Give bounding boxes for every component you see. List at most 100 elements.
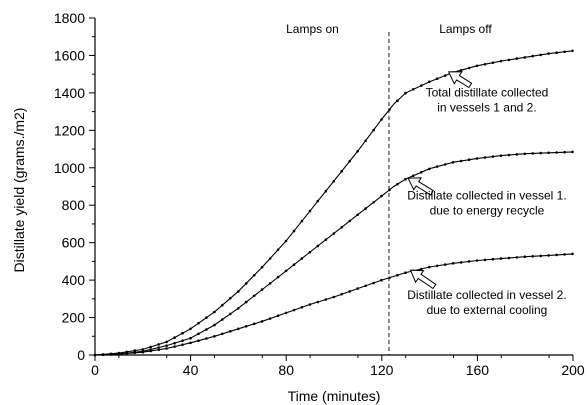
series-point: [404, 271, 407, 275]
series-point: [213, 323, 216, 327]
series-point: [332, 179, 336, 183]
series-point: [531, 254, 534, 258]
series-point: [268, 282, 272, 285]
series-point: [420, 267, 423, 271]
series-point: [157, 343, 160, 346]
series-point: [404, 91, 407, 95]
series-point: [348, 159, 352, 163]
annotation-text: Total distillate collected: [426, 86, 549, 100]
series-point: [268, 257, 272, 260]
series-point: [459, 261, 463, 264]
series-point: [396, 99, 399, 102]
annotation-text: in vessels 1 and 2.: [437, 101, 536, 115]
annotation-arrow: [409, 269, 437, 290]
series-point: [229, 312, 232, 316]
annotation-text: Distillate collected in vessel 1.: [407, 189, 566, 203]
annotation-text: due to external cooling: [427, 303, 548, 317]
x-tick-label: 160: [466, 362, 490, 378]
series-point: [412, 88, 415, 91]
series-point: [229, 297, 232, 300]
series-point: [244, 325, 248, 328]
series-point: [276, 314, 280, 318]
series-point: [189, 336, 192, 340]
series-point: [475, 64, 479, 68]
series-point: [539, 53, 542, 57]
series-point: [348, 290, 352, 293]
series-point: [93, 353, 97, 357]
series-point: [276, 248, 280, 251]
series-point: [189, 327, 192, 331]
series-point: [404, 177, 407, 181]
series-point: [443, 263, 447, 266]
lamp-switch-marker: Lamps on Lamps off: [286, 22, 492, 355]
series-point: [459, 68, 463, 72]
series-point: [324, 298, 328, 301]
series-point: [237, 307, 240, 310]
series-point: [499, 257, 503, 260]
series-point: [141, 350, 145, 354]
series-point: [428, 265, 431, 269]
y-tick-label: 1200: [54, 122, 85, 138]
series-point: [292, 263, 296, 267]
series-point: [539, 151, 542, 155]
y-tick-label: 200: [62, 310, 86, 326]
series-point: [237, 290, 240, 293]
series-point: [221, 332, 224, 336]
series-point: [507, 153, 511, 157]
series-point: [372, 128, 375, 132]
series-point: [507, 58, 511, 62]
series-point: [260, 320, 264, 323]
series-point: [483, 156, 487, 159]
series-point: [380, 278, 383, 282]
series-point: [539, 254, 542, 258]
y-tick-label: 1600: [54, 47, 85, 63]
series-point: [491, 257, 495, 261]
series-point: [428, 167, 431, 171]
series-point: [356, 213, 359, 217]
y-axis-title: Distillate yield (grams./m2): [11, 108, 27, 273]
series-point: [547, 52, 550, 55]
series-point: [555, 253, 558, 257]
series-point: [340, 226, 344, 229]
series-point: [244, 282, 248, 285]
series-point: [205, 328, 208, 331]
lamps-on-label: Lamps on: [286, 22, 339, 36]
series-point: [181, 339, 184, 343]
y-tick-label: 800: [62, 197, 86, 213]
series-point: [563, 150, 566, 154]
series-point: [252, 322, 256, 326]
series-point: [420, 84, 423, 87]
annotation-text: Distillate collected in vessel 2.: [407, 288, 566, 302]
series-vessel1: [93, 150, 574, 357]
series-point: [213, 310, 216, 314]
series-point: [141, 348, 145, 351]
series-point: [356, 150, 359, 153]
annotation-arrow: [447, 71, 473, 89]
series-point: [412, 174, 415, 177]
series-point: [475, 157, 479, 160]
series-group: [93, 49, 574, 357]
series-point: [165, 347, 168, 350]
series-point: [523, 255, 527, 258]
x-tick-label: 200: [561, 362, 585, 378]
series-point: [515, 256, 519, 259]
series-point: [149, 345, 152, 349]
series-point: [189, 341, 192, 345]
series-point: [563, 50, 566, 54]
series-point: [213, 335, 216, 338]
series-point: [244, 300, 248, 304]
series-line-vessel1: [94, 151, 574, 356]
series-point: [531, 54, 534, 58]
series-point: [547, 151, 550, 155]
y-tick-label: 400: [62, 272, 86, 288]
series-point: [173, 336, 176, 339]
series-point: [205, 337, 208, 340]
series-point: [125, 352, 129, 355]
series-point: [300, 219, 304, 223]
lamps-off-label: Lamps off: [439, 22, 492, 36]
x-tick-label: 120: [370, 362, 394, 378]
series-point: [555, 151, 558, 154]
series-point: [380, 118, 383, 121]
series-point: [396, 182, 399, 186]
